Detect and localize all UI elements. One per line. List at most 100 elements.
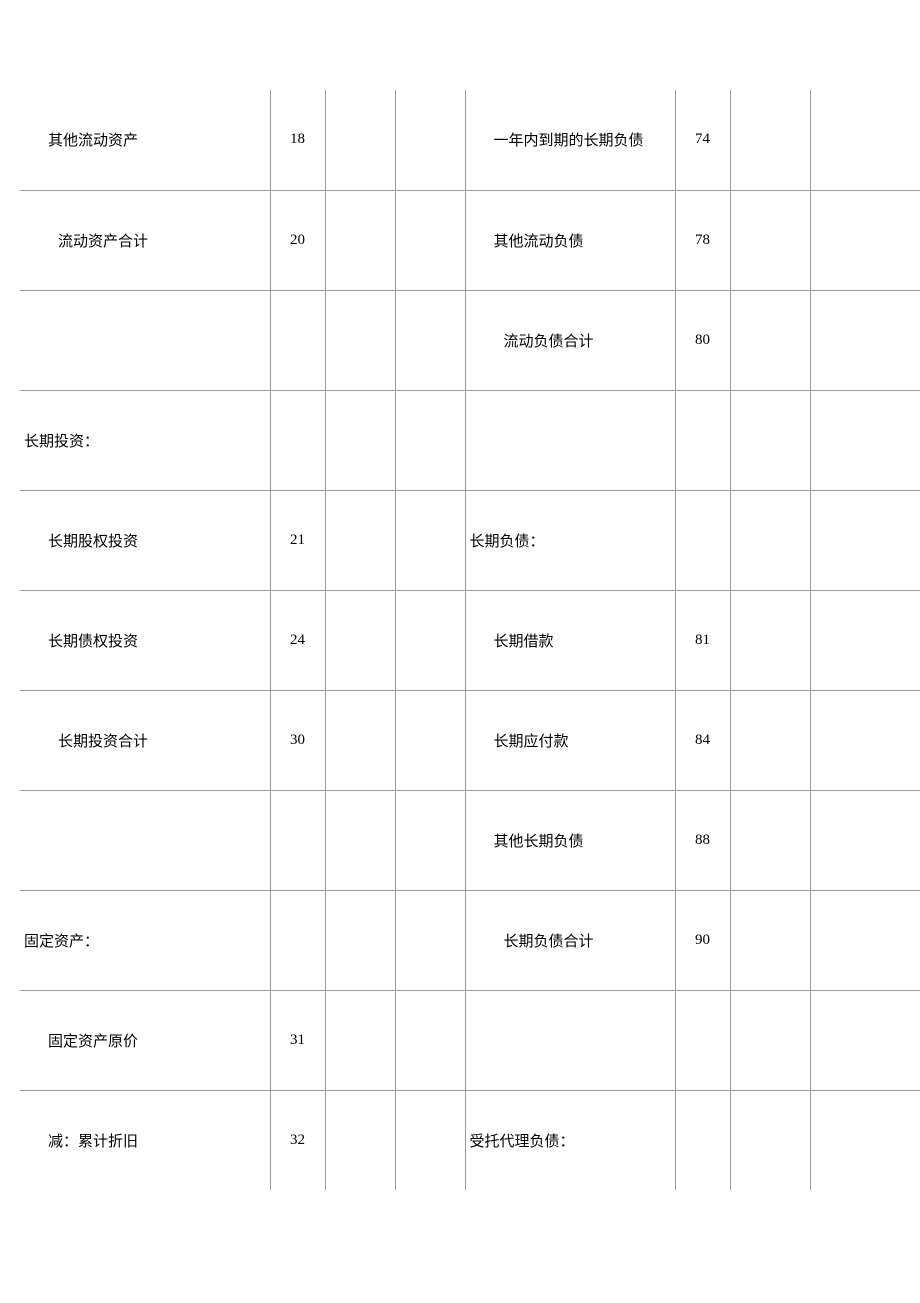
- asset-label: [20, 790, 270, 890]
- liability-line-number: [675, 390, 730, 490]
- table-row: 流动资产合计20 其他流动负债78: [20, 190, 920, 290]
- liability-end-value: [810, 790, 920, 890]
- asset-line-number: [270, 890, 325, 990]
- liability-begin-value: [730, 390, 810, 490]
- asset-end-value: [395, 390, 465, 490]
- asset-label: 长期债权投资: [20, 590, 270, 690]
- asset-line-number: 30: [270, 690, 325, 790]
- asset-line-number: 32: [270, 1090, 325, 1190]
- asset-begin-value: [325, 290, 395, 390]
- asset-begin-value: [325, 590, 395, 690]
- liability-begin-value: [730, 590, 810, 690]
- liability-label: 长期应付款: [465, 690, 675, 790]
- asset-end-value: [395, 590, 465, 690]
- liability-line-number: [675, 490, 730, 590]
- liability-label: 其他长期负债: [465, 790, 675, 890]
- liability-begin-value: [730, 1090, 810, 1190]
- liability-begin-value: [730, 290, 810, 390]
- asset-line-number: 31: [270, 990, 325, 1090]
- liability-line-number: 80: [675, 290, 730, 390]
- asset-begin-value: [325, 190, 395, 290]
- liability-label: 一年内到期的长期负债: [465, 90, 675, 190]
- asset-end-value: [395, 190, 465, 290]
- asset-label: 流动资产合计: [20, 190, 270, 290]
- asset-end-value: [395, 490, 465, 590]
- table-row: 长期股权投资21 长期负债：: [20, 490, 920, 590]
- asset-begin-value: [325, 90, 395, 190]
- liability-begin-value: [730, 790, 810, 890]
- table-row: 流动负债合计80: [20, 290, 920, 390]
- liability-end-value: [810, 990, 920, 1090]
- liability-label: 受托代理负债：: [465, 1090, 675, 1190]
- asset-label: 固定资产原价: [20, 990, 270, 1090]
- asset-label: 固定资产：: [20, 890, 270, 990]
- asset-label: 长期股权投资: [20, 490, 270, 590]
- asset-end-value: [395, 890, 465, 990]
- liability-label: [465, 390, 675, 490]
- table-row: 固定资产原价31: [20, 990, 920, 1090]
- liability-end-value: [810, 1090, 920, 1190]
- balance-sheet-fragment: 其他流动资产18 一年内到期的长期负债74 流动资产合计20 其他流动负债78流动负债…: [0, 0, 920, 1190]
- asset-line-number: [270, 290, 325, 390]
- liability-end-value: [810, 90, 920, 190]
- table-row: 减：累计折旧32 受托代理负债：: [20, 1090, 920, 1190]
- liability-label: 长期负债合计: [465, 890, 675, 990]
- liability-line-number: 84: [675, 690, 730, 790]
- asset-begin-value: [325, 790, 395, 890]
- liability-line-number: [675, 990, 730, 1090]
- asset-line-number: [270, 390, 325, 490]
- liability-line-number: 78: [675, 190, 730, 290]
- asset-begin-value: [325, 690, 395, 790]
- asset-begin-value: [325, 890, 395, 990]
- balance-sheet-table: 其他流动资产18 一年内到期的长期负债74 流动资产合计20 其他流动负债78流动负债…: [20, 90, 920, 1190]
- liability-end-value: [810, 590, 920, 690]
- liability-end-value: [810, 490, 920, 590]
- liability-begin-value: [730, 90, 810, 190]
- asset-end-value: [395, 1090, 465, 1190]
- liability-end-value: [810, 190, 920, 290]
- liability-line-number: [675, 1090, 730, 1190]
- asset-line-number: 21: [270, 490, 325, 590]
- liability-end-value: [810, 890, 920, 990]
- liability-end-value: [810, 690, 920, 790]
- table-row: 长期债权投资24 长期借款81: [20, 590, 920, 690]
- asset-line-number: [270, 790, 325, 890]
- liability-end-value: [810, 290, 920, 390]
- asset-end-value: [395, 690, 465, 790]
- asset-begin-value: [325, 490, 395, 590]
- asset-end-value: [395, 990, 465, 1090]
- asset-label: 长期投资：: [20, 390, 270, 490]
- asset-end-value: [395, 790, 465, 890]
- asset-line-number: 18: [270, 90, 325, 190]
- liability-line-number: 74: [675, 90, 730, 190]
- asset-label: 减：累计折旧: [20, 1090, 270, 1190]
- table-row: 其他流动资产18 一年内到期的长期负债74: [20, 90, 920, 190]
- asset-label: [20, 290, 270, 390]
- asset-line-number: 24: [270, 590, 325, 690]
- liability-label: 其他流动负债: [465, 190, 675, 290]
- table-row: 长期投资合计30 长期应付款84: [20, 690, 920, 790]
- asset-end-value: [395, 290, 465, 390]
- liability-label: 流动负债合计: [465, 290, 675, 390]
- liability-line-number: 81: [675, 590, 730, 690]
- asset-begin-value: [325, 990, 395, 1090]
- asset-end-value: [395, 90, 465, 190]
- table-row: 长期投资：: [20, 390, 920, 490]
- liability-begin-value: [730, 690, 810, 790]
- table-row: 其他长期负债88: [20, 790, 920, 890]
- table-row: 固定资产： 长期负债合计90: [20, 890, 920, 990]
- liability-begin-value: [730, 890, 810, 990]
- liability-begin-value: [730, 190, 810, 290]
- liability-line-number: 90: [675, 890, 730, 990]
- liability-label: 长期负债：: [465, 490, 675, 590]
- liability-begin-value: [730, 990, 810, 1090]
- liability-end-value: [810, 390, 920, 490]
- asset-line-number: 20: [270, 190, 325, 290]
- liability-label: [465, 990, 675, 1090]
- liability-line-number: 88: [675, 790, 730, 890]
- asset-label: 长期投资合计: [20, 690, 270, 790]
- liability-begin-value: [730, 490, 810, 590]
- liability-label: 长期借款: [465, 590, 675, 690]
- asset-begin-value: [325, 1090, 395, 1190]
- asset-label: 其他流动资产: [20, 90, 270, 190]
